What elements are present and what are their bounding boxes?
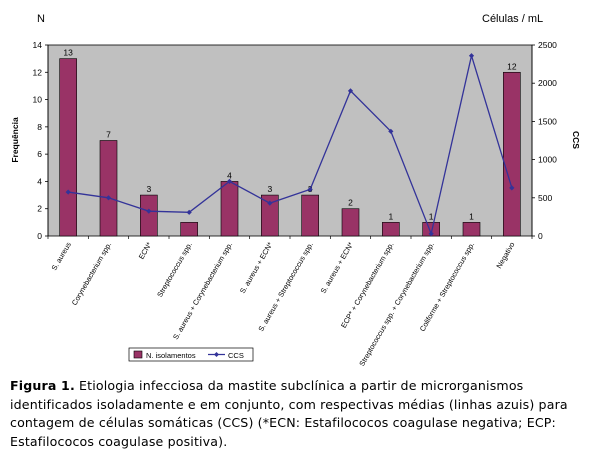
bar	[462, 222, 481, 237]
figure-caption: Figura 1. Etiologia infecciosa da mastit…	[10, 377, 580, 451]
ccs-point	[509, 185, 515, 191]
plot-area	[47, 44, 533, 237]
bar-value-label: 2	[348, 198, 353, 208]
right-tick-label: 0	[538, 231, 543, 241]
category-label: Streptococcus spp.	[155, 241, 194, 299]
left-tick-label: 0	[37, 231, 42, 241]
right-axis-top-label: Células / mL	[482, 13, 543, 25]
ccs-point	[388, 128, 394, 134]
bar	[59, 58, 77, 237]
ccs-point	[428, 231, 434, 237]
bar-value-label: 3	[146, 184, 151, 194]
bar-value-label: 1	[429, 211, 434, 221]
bar	[503, 71, 521, 237]
bar	[99, 140, 118, 237]
category-label: ECN*	[137, 240, 154, 260]
bar-value-label: 1	[469, 211, 474, 221]
bar	[382, 222, 400, 237]
left-axis-top-label: N	[37, 13, 45, 25]
right-tick-label: 1500	[538, 116, 557, 126]
legend-line-label: CCS	[228, 351, 244, 360]
category-label: Streptococcus spp. + Corynebacterium spp…	[357, 241, 436, 368]
left-tick-label: 4	[37, 176, 42, 186]
bar-value-label: 3	[267, 184, 272, 194]
legend-bar-label: N. isolamentos	[146, 351, 196, 360]
legend-bar-swatch	[133, 350, 143, 359]
bar	[220, 181, 239, 237]
right-tick-label: 500	[538, 193, 552, 203]
category-label: Corynebacterium spp.	[70, 241, 113, 307]
category-label: S. aureus + ECN*	[319, 240, 356, 295]
bar	[180, 222, 198, 237]
bar	[301, 194, 319, 237]
category-label: Negativo	[494, 241, 516, 270]
legend-line-marker	[214, 352, 219, 357]
caption-text: Etiologia infecciosa da mastite subclíni…	[10, 378, 568, 449]
bar-value-label: 12	[507, 61, 517, 71]
ccs-point	[468, 53, 475, 59]
legend: N. isolamentos CCS	[128, 347, 254, 362]
bar	[341, 208, 360, 237]
caption-label: Figura 1.	[10, 378, 75, 393]
ccs-point	[347, 88, 354, 94]
bar-value-label: 7	[106, 130, 111, 140]
right-tick-label: 1000	[538, 155, 557, 165]
ccs-point	[146, 208, 152, 214]
ccs-point	[65, 189, 71, 195]
bar-value-label: 13	[63, 48, 73, 58]
legend-box	[128, 347, 254, 362]
left-tick-label: 14	[33, 40, 43, 50]
bar	[140, 194, 158, 237]
bar	[261, 194, 279, 237]
category-label: S. aureus	[49, 240, 73, 272]
left-tick-label: 6	[37, 149, 42, 159]
left-tick-label: 8	[37, 122, 42, 132]
y-axis-label: Frequência	[10, 117, 20, 163]
right-tick-label: 2000	[538, 78, 557, 88]
ccs-point	[105, 195, 112, 201]
ccs-point	[307, 186, 313, 192]
left-tick-label: 2	[37, 204, 42, 214]
y2-axis-label: CCS	[571, 131, 581, 149]
ccs-point	[186, 209, 192, 215]
left-tick-label: 10	[33, 95, 43, 105]
bar-value-label: 1	[388, 211, 393, 221]
ccs-series-line	[68, 53, 513, 236]
right-tick-label: 2500	[538, 40, 557, 50]
ccs-point	[226, 178, 233, 184]
ccs-point	[267, 200, 273, 206]
bar-value-label: 4	[227, 170, 232, 180]
category-label: S. aureus + ECN*	[238, 240, 275, 295]
left-tick-label: 12	[33, 67, 43, 77]
